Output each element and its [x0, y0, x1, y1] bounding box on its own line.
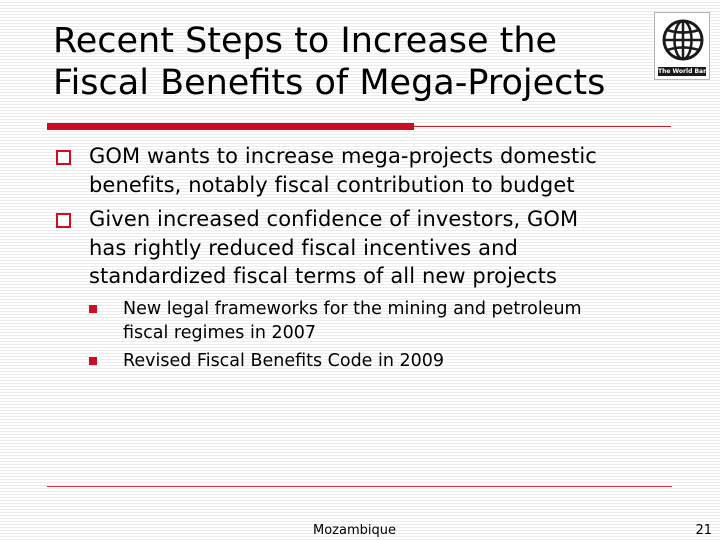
sub-bullet-item: Revised Fiscal Benefits Code in 2009 — [88, 349, 698, 373]
footer-divider — [47, 486, 672, 487]
world-bank-logo-text: The World Bank — [658, 67, 706, 76]
sub-bullet-list: New legal frameworks for the mining and … — [88, 297, 698, 377]
slide-page-number: 21 — [695, 523, 712, 538]
world-bank-globe-icon — [662, 19, 704, 61]
filled-square-bullet-icon — [89, 357, 97, 365]
sub-bullet-line: Revised Fiscal Benefits Code in 2009 — [123, 351, 445, 371]
title-underline-accent — [47, 123, 414, 130]
world-bank-logo: The World Bank — [654, 12, 710, 80]
slide-title-line-1: Recent Steps to Increase the — [53, 21, 558, 61]
slide-title: Recent Steps to Increase the Fiscal Bene… — [53, 20, 698, 104]
bullet-item: Given increased confidence of investors,… — [55, 205, 695, 291]
hollow-square-bullet-icon — [56, 213, 71, 228]
sub-bullet-line: New legal frameworks for the mining and … — [123, 299, 582, 319]
sub-bullet-line: fiscal regimes in 2007 — [123, 323, 317, 343]
footer-country-label: Mozambique — [313, 523, 396, 538]
bullet-line: has rightly reduced fiscal incentives an… — [89, 235, 518, 260]
bullet-list: GOM wants to increase mega-projects dome… — [55, 142, 695, 297]
slide-title-line-2: Fiscal Benefits of Mega-Projects — [53, 63, 606, 103]
sub-bullet-item: New legal frameworks for the mining and … — [88, 297, 698, 345]
bullet-line: benefits, notably fiscal contribution to… — [89, 172, 575, 197]
filled-square-bullet-icon — [89, 305, 97, 313]
bullet-line: Given increased confidence of investors,… — [89, 207, 579, 231]
hollow-square-bullet-icon — [56, 150, 71, 165]
bullet-line: standardized fiscal terms of all new pro… — [89, 264, 558, 288]
bullet-item: GOM wants to increase mega-projects dome… — [55, 142, 695, 199]
bullet-line: GOM wants to increase mega-projects dome… — [89, 144, 597, 168]
title-underline-rule — [414, 126, 671, 127]
